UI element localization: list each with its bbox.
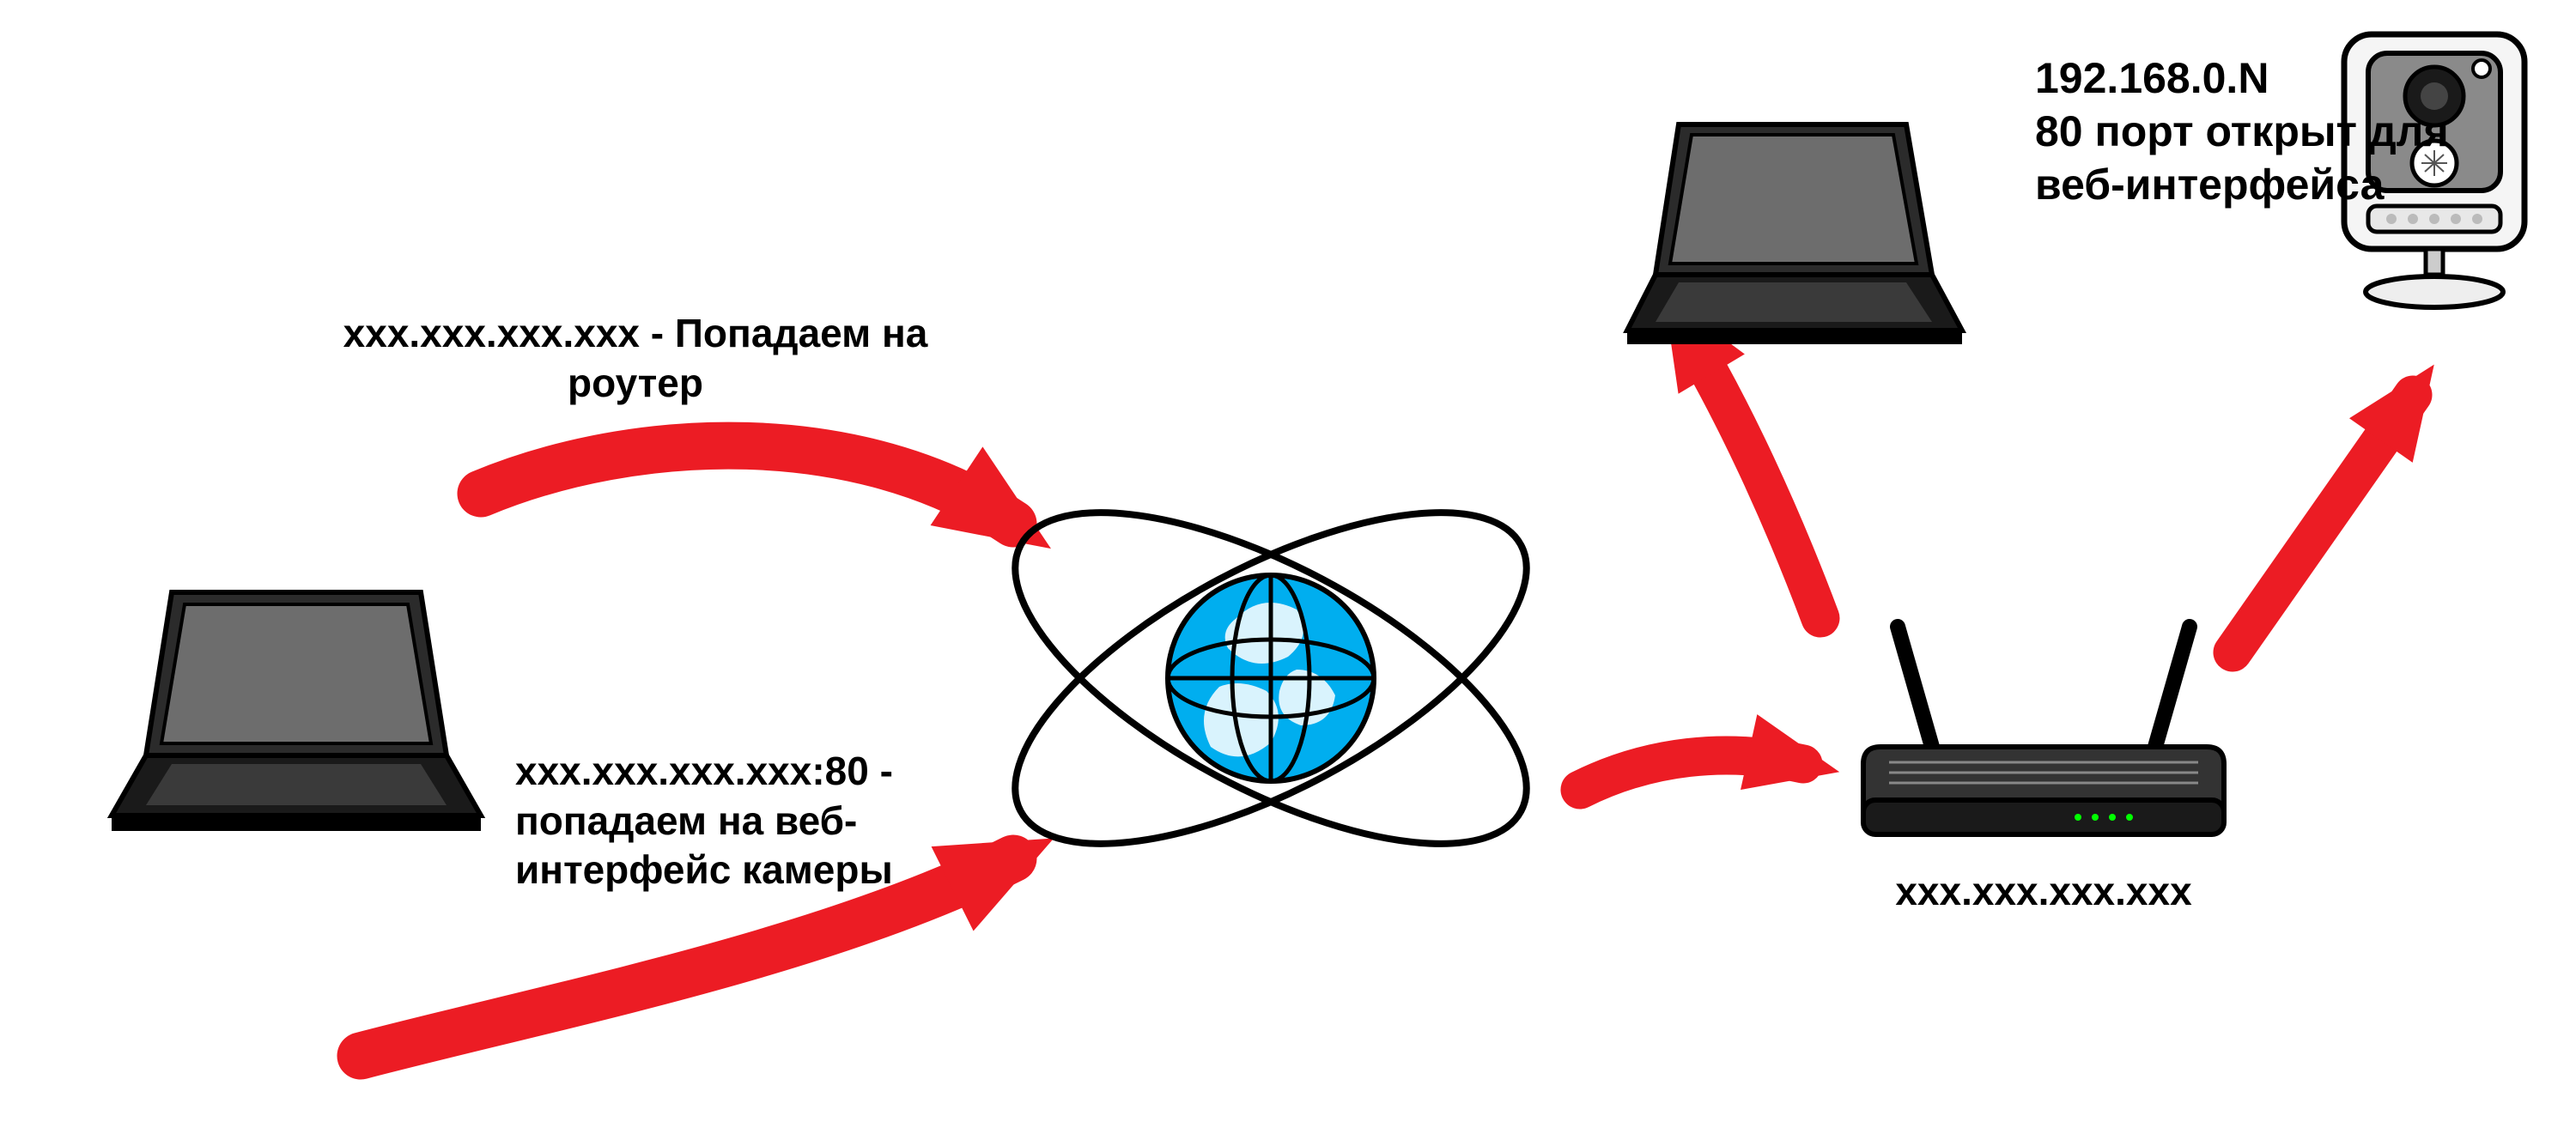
arrows-layer xyxy=(361,294,2434,1056)
laptop-left-icon xyxy=(112,592,481,831)
label-camera-line1: 192.168.0.N xyxy=(2035,52,2516,106)
router-icon xyxy=(1863,627,2224,834)
internet-icon xyxy=(969,446,1574,909)
label-bottom-arrow: ххх.ххх.ххх.ххх:80 - попадаем на веб-инт… xyxy=(515,747,996,895)
laptop-right-icon xyxy=(1627,124,1962,344)
label-top-arrow: ххх.ххх.ххх.ххх - Попадаем на роутер xyxy=(301,309,970,408)
label-router-ip: ххх.ххх.ххх.ххх xyxy=(1829,867,2258,917)
label-camera-line3: веб-интерфейса xyxy=(2035,158,2516,212)
label-camera-line2: 80 порт открыт для xyxy=(2035,105,2516,159)
arrow-a1 xyxy=(481,446,1013,524)
arrow-head-a3 xyxy=(1741,714,1839,790)
